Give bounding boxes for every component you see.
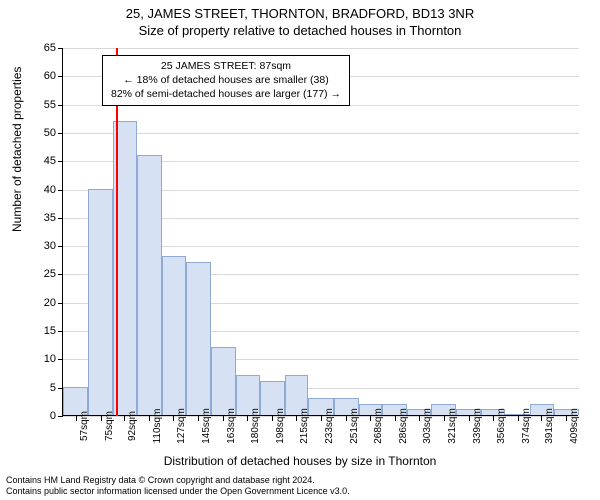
xtick-mark xyxy=(76,416,77,421)
xtick-mark xyxy=(566,416,567,421)
histogram-bar xyxy=(88,189,113,415)
ytick-mark xyxy=(58,218,63,219)
ytick-label: 30 xyxy=(26,240,56,252)
ytick-mark xyxy=(58,359,63,360)
ytick-label: 55 xyxy=(26,99,56,111)
xtick-label: 180sqm xyxy=(250,408,261,444)
ytick-label: 25 xyxy=(26,268,56,280)
xtick-label: 409sqm xyxy=(569,408,580,444)
xtick-mark xyxy=(370,416,371,421)
annotation-line2: ← 18% of detached houses are smaller (38… xyxy=(111,73,341,87)
xtick-label: 57sqm xyxy=(79,411,90,441)
footer: Contains HM Land Registry data © Crown c… xyxy=(6,475,350,498)
xtick-mark xyxy=(296,416,297,421)
xtick-label: 286sqm xyxy=(398,408,409,444)
xtick-mark xyxy=(518,416,519,421)
ytick-mark xyxy=(58,161,63,162)
footer-line1: Contains HM Land Registry data © Crown c… xyxy=(6,475,350,487)
ytick-mark xyxy=(58,76,63,77)
xtick-label: 198sqm xyxy=(275,408,286,444)
xtick-mark xyxy=(541,416,542,421)
xtick-label: 110sqm xyxy=(152,409,163,444)
xtick-label: 145sqm xyxy=(201,408,212,444)
xtick-label: 303sqm xyxy=(422,408,433,444)
ytick-mark xyxy=(58,105,63,106)
ytick-mark xyxy=(58,48,63,49)
ytick-mark xyxy=(58,133,63,134)
xtick-mark xyxy=(321,416,322,421)
ytick-label: 15 xyxy=(26,325,56,337)
xtick-label: 339sqm xyxy=(472,408,483,444)
ytick-mark xyxy=(58,190,63,191)
y-axis-label: Number of detached properties xyxy=(10,67,24,232)
xtick-label: 163sqm xyxy=(226,408,237,444)
ytick-label: 50 xyxy=(26,127,56,139)
histogram-bar xyxy=(186,262,211,415)
xtick-label: 233sqm xyxy=(324,408,335,444)
chart-container: 25, JAMES STREET, THORNTON, BRADFORD, BD… xyxy=(0,0,600,500)
ytick-mark xyxy=(58,331,63,332)
ytick-mark xyxy=(58,274,63,275)
xtick-mark xyxy=(223,416,224,421)
ytick-label: 40 xyxy=(26,184,56,196)
ytick-label: 35 xyxy=(26,212,56,224)
xtick-mark xyxy=(419,416,420,421)
xtick-mark xyxy=(173,416,174,421)
xtick-label: 75sqm xyxy=(104,411,115,441)
xtick-mark xyxy=(101,416,102,421)
ytick-mark xyxy=(58,246,63,247)
xtick-label: 92sqm xyxy=(127,411,138,441)
gridline xyxy=(63,133,579,134)
xtick-mark xyxy=(247,416,248,421)
xtick-label: 251sqm xyxy=(349,408,360,444)
xtick-mark xyxy=(346,416,347,421)
histogram-bar xyxy=(211,347,236,415)
xtick-label: 391sqm xyxy=(544,408,555,444)
ytick-label: 10 xyxy=(26,353,56,365)
histogram-bar xyxy=(137,155,162,415)
ytick-label: 0 xyxy=(26,410,56,422)
xtick-mark xyxy=(395,416,396,421)
xtick-mark xyxy=(149,416,150,421)
footer-line2: Contains public sector information licen… xyxy=(6,486,350,498)
annotation-line3: 82% of semi-detached houses are larger (… xyxy=(111,87,341,101)
ytick-label: 65 xyxy=(26,42,56,54)
chart-area: 0510152025303540455055606557sqm75sqm92sq… xyxy=(62,48,578,416)
histogram-bar xyxy=(162,256,186,415)
xtick-mark xyxy=(272,416,273,421)
ytick-mark xyxy=(58,303,63,304)
xtick-mark xyxy=(444,416,445,421)
xtick-label: 268sqm xyxy=(373,408,384,444)
ytick-label: 20 xyxy=(26,297,56,309)
annotation-line1: 25 JAMES STREET: 87sqm xyxy=(111,59,341,73)
xtick-mark xyxy=(469,416,470,421)
ytick-label: 60 xyxy=(26,70,56,82)
chart-title-sub: Size of property relative to detached ho… xyxy=(0,21,600,38)
xtick-label: 374sqm xyxy=(521,408,532,444)
xtick-mark xyxy=(493,416,494,421)
gridline xyxy=(63,48,579,49)
chart-title-main: 25, JAMES STREET, THORNTON, BRADFORD, BD… xyxy=(0,0,600,21)
ytick-label: 5 xyxy=(26,382,56,394)
xtick-label: 356sqm xyxy=(496,408,507,444)
xtick-label: 127sqm xyxy=(176,408,187,444)
annotation-box: 25 JAMES STREET: 87sqm ← 18% of detached… xyxy=(102,55,350,106)
x-axis-label: Distribution of detached houses by size … xyxy=(0,454,600,468)
ytick-mark xyxy=(58,416,63,417)
xtick-mark xyxy=(124,416,125,421)
ytick-label: 45 xyxy=(26,155,56,167)
xtick-mark xyxy=(198,416,199,421)
xtick-label: 215sqm xyxy=(299,408,310,444)
xtick-label: 321sqm xyxy=(447,408,458,444)
